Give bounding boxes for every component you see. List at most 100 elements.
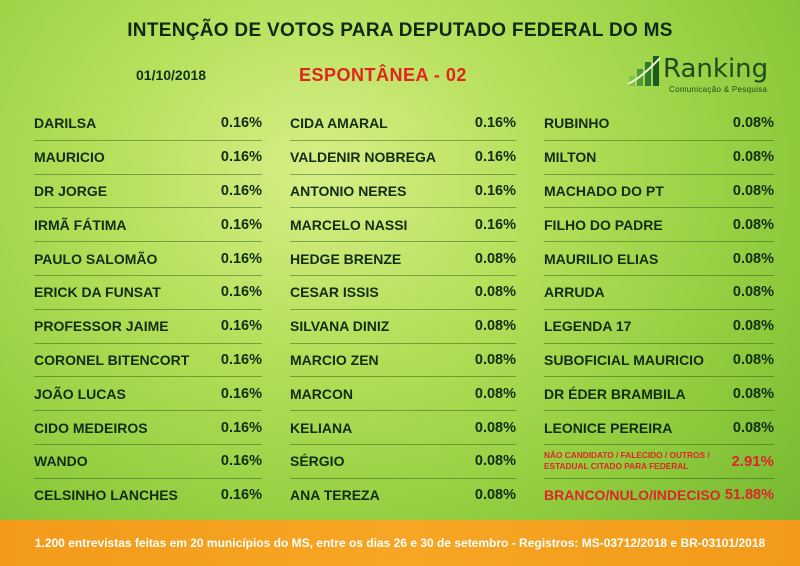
candidate-row: JOÃO LUCAS 0.16% xyxy=(34,376,262,410)
candidate-row: CESAR ISSIS 0.08% xyxy=(290,274,516,309)
candidate-percent: 0.08% xyxy=(474,250,516,267)
candidate-row: DARILSA 0.16% xyxy=(34,106,262,140)
candidate-name: CORONEL BITENCORT xyxy=(34,351,190,368)
candidate-percent: 0.08% xyxy=(474,284,516,301)
candidate-percent: 0.08% xyxy=(474,385,516,402)
candidate-name: MAURICIO xyxy=(34,149,105,166)
survey-date: 01/10/2018 xyxy=(136,67,207,83)
candidate-name: HEDGE BRENZE xyxy=(290,250,402,267)
candidate-percent: 0.08% xyxy=(474,351,516,368)
candidate-row: FILHO DO PADRE 0.08% xyxy=(544,207,774,241)
candidate-percent: 2.91% xyxy=(731,452,774,470)
candidate-percent: 0.08% xyxy=(732,318,774,335)
candidate-name: PAULO SALOMÃO xyxy=(34,250,158,267)
candidate-row: LEONICE PEREIRA 0.08% xyxy=(544,410,774,444)
candidate-name: MARCELO NASSI xyxy=(290,216,408,233)
candidate-percent: 0.08% xyxy=(732,419,774,436)
candidate-name: BRANCO/NULO/INDECISO xyxy=(544,487,721,504)
candidate-name: ANA TEREZA xyxy=(290,487,380,504)
results-column-2: CIDA AMARAL 0.16% VALDENIR NOBREGA 0.16% ANT… xyxy=(290,106,516,512)
candidate-row: ARRUDA 0.08% xyxy=(544,274,774,309)
candidate-percent: 0.16% xyxy=(474,149,516,166)
candidate-name: VALDENIR NOBREGA xyxy=(290,149,436,166)
candidate-percent: 0.16% xyxy=(220,250,262,267)
candidate-row: SILVANA DINIZ 0.08% xyxy=(290,308,516,343)
candidate-row: MAURICIO 0.16% xyxy=(34,139,262,174)
footer-bar: 1.200 entrevistas feitas em 20 município… xyxy=(0,520,800,566)
candidate-row: ANA TEREZA 0.08% xyxy=(290,477,516,512)
candidate-percent: 51.88% xyxy=(724,487,774,504)
candidate-name: DR ÉDER BRAMBILA xyxy=(544,385,686,402)
results-column-3: RUBINHO 0.08% MILTON 0.08% MACHADO DO PT 0.08… xyxy=(544,106,774,512)
candidate-percent: 0.08% xyxy=(474,419,516,436)
survey-subtitle: ESPONTÂNEA - 02 xyxy=(299,65,467,85)
candidate-row: PROFESSOR JAIME 0.16% xyxy=(34,308,262,343)
candidate-row: IRMÃ FÁTIMA 0.16% xyxy=(34,207,262,241)
candidate-name: KELIANA xyxy=(290,419,353,436)
candidate-row: CORONEL BITENCORT 0.16% xyxy=(34,342,262,377)
footer-note: 1.200 entrevistas feitas em 20 município… xyxy=(34,536,766,550)
candidate-percent: 0.16% xyxy=(220,284,262,301)
candidate-row: ANTONIO NERES 0.16% xyxy=(290,173,516,208)
candidate-name: RUBINHO xyxy=(544,114,610,131)
candidate-percent: 0.08% xyxy=(732,351,774,368)
candidate-name: MACHADO DO PT xyxy=(544,182,664,199)
candidate-percent: 0.16% xyxy=(220,216,262,233)
candidate-name: MARCON xyxy=(290,385,353,402)
candidate-name: SILVANA DINIZ xyxy=(290,318,390,335)
candidate-name: MARCIO ZEN xyxy=(290,351,379,368)
candidate-row: CELSINHO LANCHES 0.16% xyxy=(34,477,262,512)
candidate-percent: 0.08% xyxy=(732,385,774,402)
candidate-row: NÃO CANDIDATO / FALECIDO / OUTROS / ESTA… xyxy=(544,443,774,478)
candidate-name: ARRUDA xyxy=(544,284,605,301)
page-title: INTENÇÃO DE VOTOS PARA DEPUTADO FEDERAL … xyxy=(127,20,673,41)
candidate-row: DR JORGE 0.16% xyxy=(34,173,262,208)
candidate-percent: 0.08% xyxy=(732,284,774,301)
candidate-name: MILTON xyxy=(544,149,597,166)
candidate-row: HEDGE BRENZE 0.08% xyxy=(290,241,516,275)
candidate-row: MAURILIO ELIAS 0.08% xyxy=(544,241,774,275)
logo-tagline: Comunicação & Pesquisa xyxy=(669,85,768,94)
candidate-name: MAURILIO ELIAS xyxy=(544,250,659,267)
candidate-name: JOÃO LUCAS xyxy=(34,385,126,402)
candidate-name: DARILSA xyxy=(34,114,97,131)
candidate-percent: 0.16% xyxy=(220,453,262,470)
candidate-row: SÉRGIO 0.08% xyxy=(290,443,516,478)
candidate-row: MACHADO DO PT 0.08% xyxy=(544,173,774,208)
candidate-percent: 0.08% xyxy=(474,453,516,470)
candidate-row: KELIANA 0.08% xyxy=(290,410,516,444)
candidate-percent: 0.08% xyxy=(732,250,774,267)
candidate-percent: 0.16% xyxy=(474,182,516,199)
candidate-percent: 0.08% xyxy=(732,216,774,233)
candidate-row: ERICK DA FUNSAT 0.16% xyxy=(34,274,262,309)
candidate-name: CIDO MEDEIROS xyxy=(34,419,148,436)
candidate-row: WANDO 0.16% xyxy=(34,443,262,478)
candidate-percent: 0.16% xyxy=(220,419,262,436)
candidate-name: WANDO xyxy=(34,453,88,470)
candidate-percent: 0.08% xyxy=(732,182,774,199)
candidate-row: DR ÉDER BRAMBILA 0.08% xyxy=(544,376,774,410)
candidate-percent: 0.08% xyxy=(474,318,516,335)
candidate-name: FILHO DO PADRE xyxy=(544,216,663,233)
candidate-percent: 0.16% xyxy=(220,487,262,504)
candidate-name: LEGENDA 17 xyxy=(544,318,632,335)
candidate-row: MILTON 0.08% xyxy=(544,139,774,174)
candidate-percent: 0.08% xyxy=(732,114,774,131)
candidate-percent: 0.08% xyxy=(732,149,774,166)
candidate-percent: 0.16% xyxy=(220,318,262,335)
candidate-percent: 0.16% xyxy=(220,149,262,166)
candidate-name: SÉRGIO xyxy=(290,453,345,470)
candidate-percent: 0.16% xyxy=(474,114,516,131)
bar-chart-logo-icon xyxy=(627,56,661,86)
candidate-percent: 0.16% xyxy=(220,182,262,199)
candidate-row: RUBINHO 0.08% xyxy=(544,106,774,140)
candidate-name: LEONICE PEREIRA xyxy=(544,419,673,436)
candidate-name: CESAR ISSIS xyxy=(290,284,379,301)
candidate-name: CIDA AMARAL xyxy=(290,114,388,131)
candidate-row: BRANCO/NULO/INDECISO 51.88% xyxy=(544,477,774,512)
candidate-percent: 0.16% xyxy=(220,114,262,131)
candidate-name: SUBOFICIAL MAURICIO xyxy=(544,351,704,368)
candidate-row: SUBOFICIAL MAURICIO 0.08% xyxy=(544,342,774,377)
candidate-row: MARCON 0.08% xyxy=(290,376,516,410)
candidate-percent: 0.08% xyxy=(474,487,516,504)
